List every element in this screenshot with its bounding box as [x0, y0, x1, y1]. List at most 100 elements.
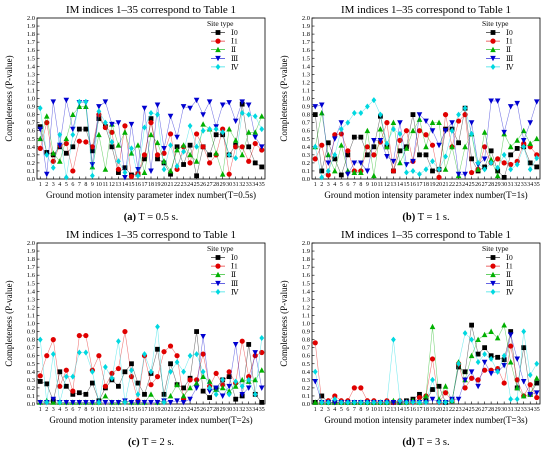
- data-point: [501, 174, 507, 180]
- data-point: [325, 172, 331, 178]
- data-point: [102, 392, 109, 399]
- data-point: [514, 146, 520, 151]
- data-point: [534, 394, 540, 401]
- y-tick-label: 1.2: [27, 304, 35, 311]
- data-point: [142, 391, 147, 397]
- data-point: [475, 336, 481, 342]
- y-tick-label: 0.3: [302, 152, 310, 159]
- data-point: [50, 164, 56, 171]
- y-tick-label: 2.0: [302, 15, 310, 22]
- data-point: [155, 323, 160, 330]
- data-point: [207, 384, 213, 391]
- x-tick-label: 4: [58, 407, 61, 413]
- caption-letter: (b): [402, 212, 415, 223]
- data-point: [429, 396, 436, 403]
- data-point: [148, 109, 154, 116]
- y-axis-label: Completeness (P-value): [4, 280, 14, 366]
- data-point: [187, 377, 193, 383]
- data-point: [187, 352, 193, 359]
- legend-marker: [215, 55, 221, 62]
- data-point: [70, 399, 76, 406]
- x-tick-label: 20: [436, 407, 442, 413]
- x-tick-label: 21: [168, 182, 174, 188]
- data-point: [70, 131, 76, 138]
- data-point: [351, 385, 357, 391]
- x-tick-label: 17: [141, 407, 147, 413]
- data-point: [442, 166, 449, 172]
- data-point: [423, 166, 429, 173]
- x-tick-label: 25: [194, 182, 200, 188]
- data-point: [168, 361, 173, 367]
- data-point: [259, 334, 265, 341]
- data-point: [397, 397, 403, 404]
- data-point: [514, 158, 520, 164]
- data-point: [239, 391, 245, 398]
- data-point: [63, 150, 69, 156]
- data-point: [63, 135, 70, 142]
- y-tick-label: 1.4: [27, 288, 36, 295]
- data-point: [371, 172, 377, 179]
- data-point: [141, 169, 148, 175]
- x-tick-label: 35: [259, 407, 265, 413]
- data-point: [384, 120, 390, 126]
- x-tick-label: 3: [52, 182, 55, 188]
- data-point: [351, 399, 357, 406]
- data-point: [181, 368, 186, 375]
- x-tick-label: 28: [488, 407, 494, 413]
- data-point: [220, 126, 226, 132]
- data-point: [364, 144, 370, 150]
- data-point: [429, 323, 436, 330]
- x-tick-label: 12: [109, 407, 115, 413]
- y-tick-label: 1.0: [27, 96, 35, 103]
- x-tick-label: 25: [469, 407, 475, 413]
- data-point: [449, 397, 455, 404]
- data-point: [200, 144, 206, 150]
- data-point: [219, 393, 226, 399]
- data-point: [436, 399, 442, 406]
- y-tick-label: 1.4: [27, 63, 36, 70]
- data-point: [129, 361, 134, 367]
- data-point: [417, 399, 422, 406]
- x-tick-label: 30: [226, 182, 232, 188]
- data-point: [514, 384, 520, 391]
- x-tick-label: 30: [501, 407, 507, 413]
- data-point: [462, 171, 468, 178]
- data-point: [436, 142, 442, 149]
- data-point: [213, 126, 219, 133]
- data-point: [429, 119, 436, 126]
- data-point: [233, 378, 239, 385]
- data-point: [468, 120, 475, 126]
- series-5: [312, 97, 540, 181]
- y-tick-label: 0.3: [27, 152, 35, 159]
- x-tick-label: 22: [174, 407, 180, 413]
- x-tick-label: 29: [495, 407, 501, 413]
- data-point: [200, 351, 206, 357]
- data-point: [57, 131, 63, 138]
- y-tick-label: 1.8: [302, 256, 310, 263]
- data-point: [109, 121, 115, 128]
- data-point: [194, 143, 199, 150]
- data-point: [514, 137, 520, 143]
- y-tick-label: 1.8: [27, 31, 35, 38]
- x-tick-label: 13: [115, 182, 121, 188]
- data-point: [167, 399, 174, 406]
- data-point: [527, 372, 533, 379]
- data-point: [469, 322, 474, 328]
- caption-text: T = 0.5 s.: [136, 212, 178, 223]
- x-tick-label: 13: [390, 182, 396, 188]
- data-point: [161, 391, 167, 397]
- data-point: [161, 166, 167, 173]
- x-tick-label: 34: [527, 182, 533, 188]
- data-point: [371, 399, 377, 406]
- y-tick-label: 0.3: [27, 377, 35, 384]
- y-tick-label: 0.5: [302, 136, 310, 143]
- panel-caption: (b) T = 1 s.: [402, 212, 449, 223]
- data-point: [318, 109, 325, 116]
- data-point: [527, 391, 534, 398]
- data-point: [135, 391, 141, 398]
- x-tick-label: 33: [246, 182, 252, 188]
- legend-marker: [490, 30, 496, 35]
- data-point: [246, 374, 252, 380]
- y-axis-label: Completeness (P-value): [279, 280, 289, 366]
